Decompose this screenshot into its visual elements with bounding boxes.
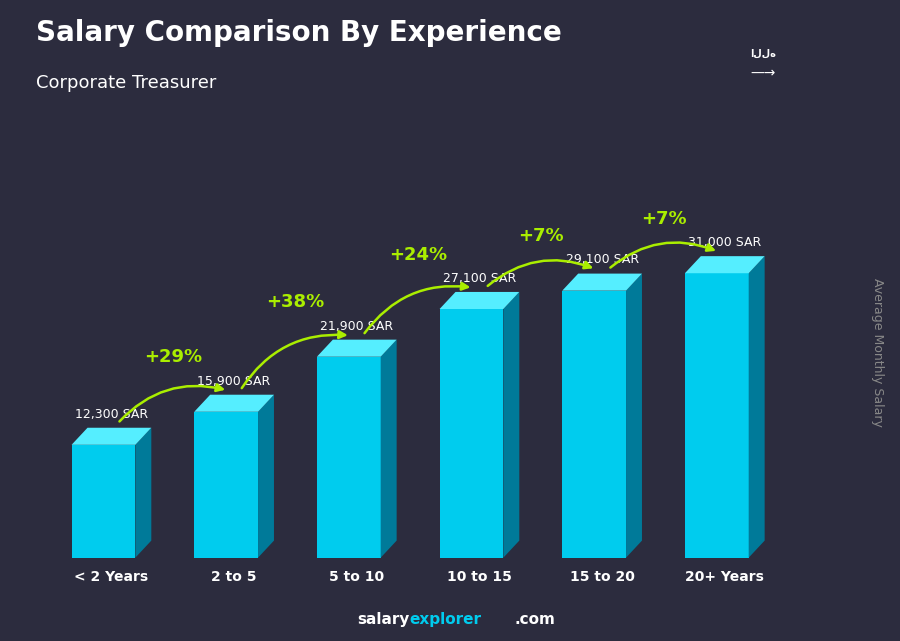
Polygon shape (626, 274, 642, 558)
Polygon shape (258, 395, 274, 558)
Polygon shape (685, 256, 765, 273)
Polygon shape (562, 290, 626, 558)
Text: +24%: +24% (389, 246, 447, 263)
Polygon shape (194, 395, 274, 412)
Text: +38%: +38% (266, 293, 325, 312)
Polygon shape (439, 309, 503, 558)
Polygon shape (562, 274, 642, 290)
Text: +7%: +7% (518, 227, 563, 245)
Text: —→: —→ (750, 67, 776, 81)
Text: 10 to 15: 10 to 15 (447, 570, 512, 585)
Polygon shape (72, 445, 135, 558)
Polygon shape (317, 357, 381, 558)
Text: Average Monthly Salary: Average Monthly Salary (871, 278, 884, 427)
Polygon shape (503, 292, 519, 558)
Text: 27,100 SAR: 27,100 SAR (443, 272, 516, 285)
Polygon shape (381, 340, 397, 558)
Polygon shape (439, 292, 519, 309)
Text: 15,900 SAR: 15,900 SAR (197, 374, 271, 388)
Polygon shape (749, 256, 765, 558)
Text: Salary Comparison By Experience: Salary Comparison By Experience (36, 19, 562, 47)
Text: explorer: explorer (410, 612, 482, 627)
Text: +29%: +29% (144, 348, 202, 366)
Text: 20+ Years: 20+ Years (685, 570, 764, 585)
Polygon shape (685, 273, 749, 558)
Text: 12,300 SAR: 12,300 SAR (75, 408, 148, 420)
Text: Corporate Treasurer: Corporate Treasurer (36, 74, 216, 92)
Polygon shape (135, 428, 151, 558)
Text: .com: .com (515, 612, 555, 627)
Text: 21,900 SAR: 21,900 SAR (320, 320, 393, 333)
Text: 31,000 SAR: 31,000 SAR (688, 236, 761, 249)
Polygon shape (317, 340, 397, 357)
Text: 29,100 SAR: 29,100 SAR (565, 253, 639, 267)
Text: 5 to 10: 5 to 10 (329, 570, 384, 585)
Text: الله: الله (750, 49, 776, 59)
Text: 2 to 5: 2 to 5 (212, 570, 256, 585)
Text: salary: salary (357, 612, 410, 627)
Text: +7%: +7% (641, 210, 687, 228)
Polygon shape (194, 412, 258, 558)
Polygon shape (72, 428, 151, 445)
Text: 15 to 20: 15 to 20 (570, 570, 634, 585)
Text: < 2 Years: < 2 Years (75, 570, 148, 585)
